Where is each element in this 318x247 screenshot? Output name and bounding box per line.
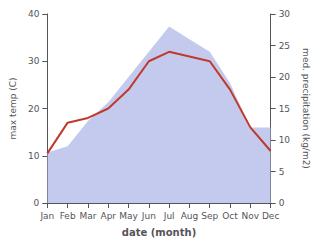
svg-text:40: 40 <box>28 9 40 19</box>
svg-text:20: 20 <box>28 104 40 114</box>
svg-text:Sep: Sep <box>201 211 218 221</box>
svg-text:Oct: Oct <box>222 211 238 221</box>
svg-text:Dec: Dec <box>262 211 279 221</box>
svg-text:Jan: Jan <box>39 211 54 221</box>
svg-text:Mar: Mar <box>79 211 96 221</box>
svg-text:10: 10 <box>279 135 291 145</box>
svg-text:May: May <box>119 211 138 221</box>
svg-text:5: 5 <box>279 167 285 177</box>
svg-text:Apr: Apr <box>100 211 116 221</box>
svg-text:Jun: Jun <box>141 211 156 221</box>
svg-text:15: 15 <box>279 104 290 114</box>
svg-text:20: 20 <box>279 72 291 82</box>
svg-text:25: 25 <box>279 41 290 51</box>
svg-text:date (month): date (month) <box>122 227 196 238</box>
svg-text:Nov: Nov <box>242 211 260 221</box>
svg-text:Feb: Feb <box>60 211 76 221</box>
svg-text:30: 30 <box>28 56 40 66</box>
svg-text:0: 0 <box>279 198 285 208</box>
svg-text:10: 10 <box>28 151 40 161</box>
svg-text:30: 30 <box>279 9 291 19</box>
svg-text:Jul: Jul <box>163 211 175 221</box>
svg-text:Aug: Aug <box>181 211 199 221</box>
svg-text:max temp (C): max temp (C) <box>8 77 18 139</box>
svg-text:med. precipitation (kg/m2): med. precipitation (kg/m2) <box>301 48 311 169</box>
svg-text:0: 0 <box>34 198 40 208</box>
